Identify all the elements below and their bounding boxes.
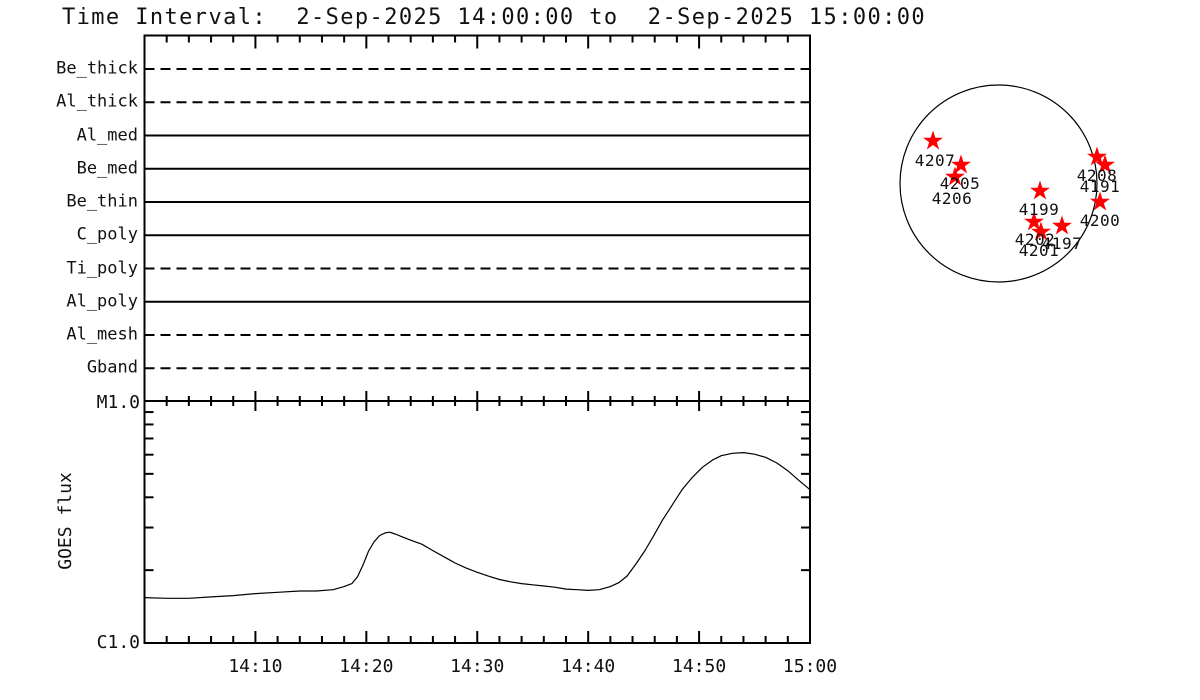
active-region-label-4191: 4191 [1079, 177, 1121, 196]
goes-y-top-label: M1.0 [96, 392, 140, 413]
active-region-star-4202 [1024, 211, 1044, 231]
x-tick-label-14:30: 14:30 [450, 656, 505, 677]
active-region-star-4199 [1030, 180, 1050, 200]
x-tick-label-14:50: 14:50 [671, 656, 727, 677]
active-region-label-4207: 4207 [914, 151, 956, 170]
active-region-star-4191 [1095, 154, 1115, 174]
active-region-label-4201: 4201 [1018, 241, 1060, 260]
filter-label-Al_thick: Al_thick [56, 91, 138, 112]
active-region-label-4199: 4199 [1018, 200, 1060, 219]
active-region-star-4201 [1031, 221, 1051, 241]
active-region-label-4197: 4197 [1041, 234, 1083, 253]
filter-label-C_poly: C_poly [76, 224, 138, 245]
filter-label-Be_thick: Be_thick [56, 58, 138, 79]
active-region-star-4205 [951, 154, 971, 174]
filter-timeline-panel [143, 34, 811, 402]
active-region-star-4207 [923, 130, 943, 150]
filter-label-Al_med: Al_med [76, 125, 138, 145]
active-region-label-4205: 4205 [939, 174, 981, 193]
x-tick-label-14:20: 14:20 [339, 656, 394, 677]
generated-plot-elements [144, 35, 1115, 643]
active-region-label-4202: 4202 [1014, 230, 1056, 249]
goes-flux-panel [143, 400, 811, 644]
filter-label-Be_thin: Be_thin [66, 191, 138, 212]
active-region-label-4206: 4206 [931, 189, 973, 208]
x-tick-label-14:40: 14:40 [561, 656, 616, 677]
goes-y-bottom-label: C1.0 [96, 632, 140, 653]
filter-label-Gband: Gband [86, 357, 138, 378]
active-region-star-4206 [945, 166, 965, 186]
filter-label-Be_med: Be_med [76, 158, 138, 179]
page-title: Time Interval: 2-Sep-2025 14:00:00 to 2-… [62, 5, 927, 30]
active-region-label-4200: 4200 [1079, 211, 1121, 230]
active-region-label-4208: 4208 [1076, 166, 1118, 185]
x-tick-label-15:00: 15:00 [782, 656, 838, 677]
active-region-star-4197 [1052, 215, 1072, 235]
active-region-star-4200 [1090, 191, 1110, 211]
goes-y-axis-title: GOES flux [55, 472, 76, 570]
solar-disk [899, 84, 1098, 283]
filter-label-Al_poly: Al_poly [66, 291, 138, 312]
filter-label-Ti_poly: Ti_poly [66, 258, 138, 278]
filter-label-Al_mesh: Al_mesh [66, 324, 138, 345]
active-region-star-4208 [1087, 146, 1107, 166]
goes-flux-curve [144, 452, 811, 599]
x-tick-label-14:10: 14:10 [228, 656, 283, 677]
